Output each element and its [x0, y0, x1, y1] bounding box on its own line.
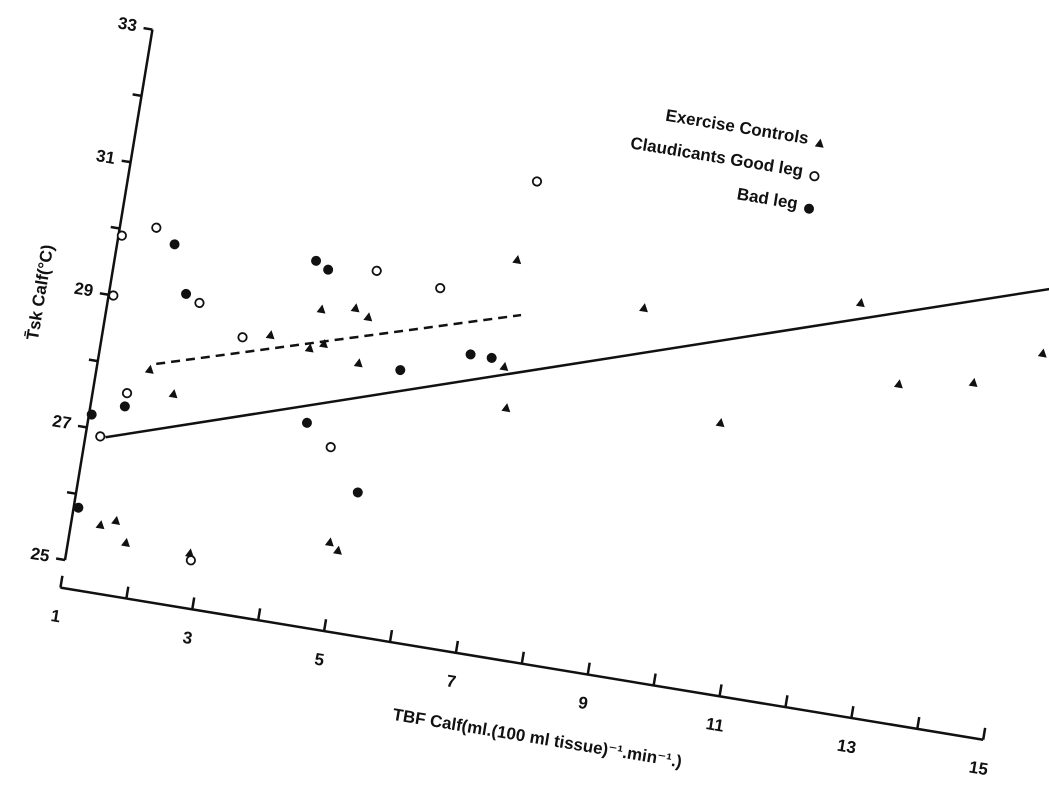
y-tick-label: 25: [29, 544, 51, 566]
x-tick: [850, 705, 855, 719]
triangle-point: [121, 537, 130, 548]
y-tick: [99, 292, 109, 297]
regression-line: [156, 313, 522, 366]
filled-circle-point: [323, 264, 334, 275]
triangle-point: [855, 298, 865, 308]
x-minor-tick: [784, 695, 789, 708]
triangle-point: [350, 303, 360, 313]
open-circle-point: [116, 230, 127, 241]
triangle-point: [501, 403, 511, 413]
filled-circle-point: [311, 255, 322, 266]
legend-label: Bad leg: [736, 184, 800, 213]
legend-marker: [804, 203, 815, 214]
plot-frame: TBF Calf(ml.(100 ml tissue)⁻¹.min⁻¹.) T̄…: [23, 14, 1049, 779]
filled-circle-point: [465, 349, 476, 360]
triangle-point: [1037, 348, 1047, 358]
x-minor-tick: [520, 651, 526, 664]
x-tick-label: 3: [181, 628, 193, 648]
open-circle-point: [237, 332, 248, 343]
triangle-point: [893, 379, 903, 389]
legend-marker: [809, 171, 820, 182]
x-tick: [59, 575, 64, 588]
y-minor-tick: [88, 358, 98, 363]
y-tick-label: 29: [73, 279, 95, 301]
y-tick: [55, 557, 66, 562]
x-minor-tick: [652, 673, 657, 686]
filled-circle-point: [301, 417, 312, 428]
open-circle-point: [95, 431, 106, 442]
filled-circle-point: [352, 487, 363, 498]
x-tick-label: 9: [577, 693, 589, 713]
x-tick: [718, 684, 723, 697]
triangle-point: [639, 303, 648, 313]
open-circle-point: [121, 388, 133, 399]
y-tick: [143, 26, 153, 31]
filled-circle-point: [169, 239, 180, 250]
y-tick: [121, 159, 131, 164]
open-circle-point: [325, 442, 336, 453]
x-tick: [981, 727, 987, 740]
y-minor-tick: [110, 225, 120, 230]
open-circle-point: [151, 222, 162, 233]
x-minor-tick: [916, 716, 921, 730]
triangle-point: [111, 515, 121, 525]
triangle-point: [333, 545, 342, 555]
x-tick: [586, 662, 591, 675]
triangle-point: [184, 548, 194, 558]
x-tick-label: 13: [836, 736, 858, 758]
triangle-point: [144, 364, 154, 374]
x-tick-label: 1: [50, 606, 62, 626]
regression-line: [105, 286, 1049, 439]
triangle-point: [363, 312, 373, 322]
y-tick-label: 27: [51, 411, 73, 433]
triangle-point: [304, 343, 314, 353]
x-axis-label: TBF Calf(ml.(100 ml tissue)⁻¹.min⁻¹.): [391, 705, 683, 771]
filled-circle-point: [486, 352, 497, 363]
filled-circle-point: [395, 365, 406, 376]
y-axis-label: T̄sk Calf(°C): [23, 243, 57, 341]
triangle-point: [353, 358, 363, 368]
x-tick: [322, 619, 328, 632]
triangle-point: [265, 330, 275, 340]
filled-circle-point: [86, 409, 97, 420]
triangle-point: [319, 338, 328, 349]
triangle-point: [512, 255, 522, 265]
triangle-point: [324, 537, 334, 547]
triangle-point: [168, 389, 178, 399]
open-circle-point: [371, 265, 382, 276]
x-tick-label: 15: [968, 757, 990, 779]
y-tick-label: 33: [117, 14, 139, 36]
x-tick-label: 5: [313, 650, 325, 670]
x-tick-label: 7: [445, 671, 457, 691]
triangle-point: [499, 361, 509, 371]
filled-circle-point: [119, 401, 130, 412]
triangle-point: [715, 417, 725, 428]
y-minor-tick: [66, 490, 77, 495]
y-tick-label: 31: [95, 146, 117, 168]
x-tick-label: 11: [704, 714, 725, 736]
open-circle-point: [108, 290, 119, 301]
triangle-point: [316, 304, 326, 314]
y-minor-tick: [132, 93, 142, 98]
x-minor-tick: [256, 608, 262, 621]
y-tick: [77, 424, 88, 429]
open-circle-point: [531, 176, 543, 187]
x-tick: [191, 597, 196, 610]
open-circle-point: [185, 555, 196, 566]
triangle-point: [968, 377, 978, 388]
x-minor-tick: [125, 586, 130, 599]
x-minor-tick: [388, 629, 394, 643]
legend-marker: [814, 138, 824, 148]
filled-circle-point: [181, 288, 192, 299]
open-circle-point: [435, 283, 446, 294]
x-tick: [454, 640, 460, 654]
open-circle-point: [194, 297, 205, 309]
filled-circle-point: [73, 502, 84, 513]
triangle-point: [95, 520, 105, 530]
